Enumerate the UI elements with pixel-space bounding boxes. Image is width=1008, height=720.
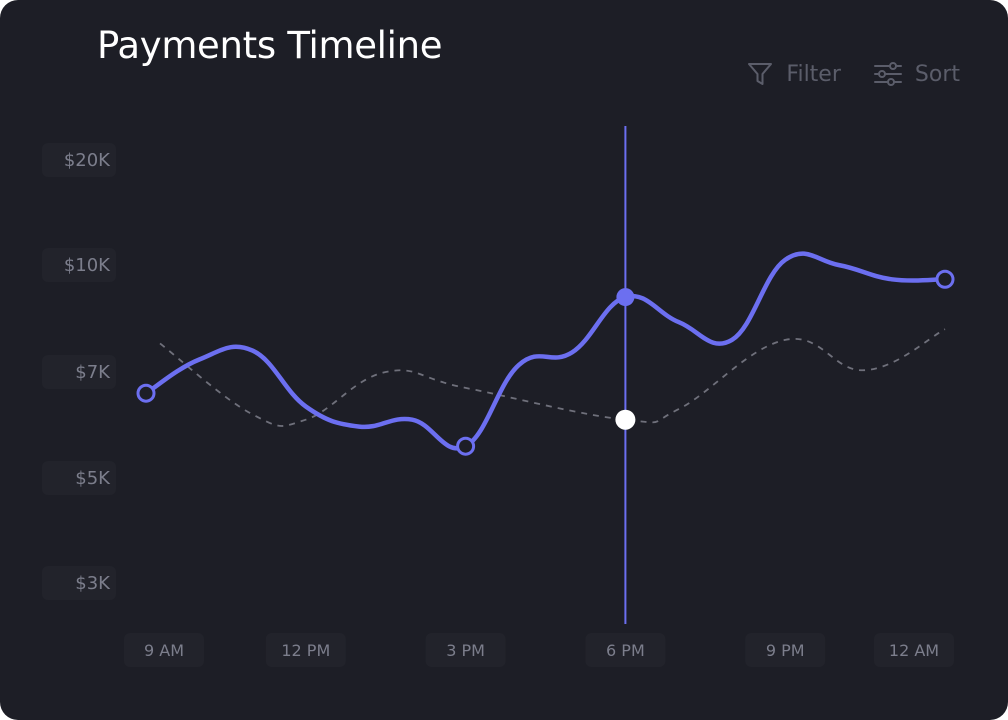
x-tick-label: 9 PM [766, 641, 805, 660]
y-tick-label-bg [42, 355, 116, 389]
filter-icon [746, 60, 774, 88]
x-tick-label-bg [425, 633, 506, 667]
x-tick-label: 3 PM [446, 641, 485, 660]
x-tick-label: 6 PM [606, 641, 645, 660]
y-tick-label: $3K [75, 573, 111, 594]
highlight-primary-point [616, 288, 635, 307]
y-tick-label-bg [42, 461, 116, 495]
y-tick-label: $20K [64, 150, 111, 171]
x-tick-label: 12 PM [281, 641, 330, 660]
x-tick-label-bg [124, 633, 204, 667]
primary-series-line [143, 251, 948, 451]
toolbar: Filter Sort [746, 60, 960, 88]
sort-label: Sort [914, 61, 960, 87]
x-tick-label-bg [585, 633, 666, 667]
sliders-icon [873, 60, 903, 88]
filter-label: Filter [786, 61, 841, 87]
page-title: Payments Timeline [97, 24, 443, 67]
highlight-secondary-point [615, 409, 636, 430]
y-tick-label-bg [42, 143, 116, 177]
series-point-marker [456, 436, 476, 456]
x-tick-label-bg [265, 633, 346, 667]
secondary-series-line [159, 328, 946, 427]
filter-button[interactable]: Filter [746, 60, 841, 88]
x-tick-label: 9 AM [144, 641, 184, 660]
y-tick-label: $7K [75, 362, 111, 383]
y-tick-label: $10K [64, 255, 111, 276]
y-tick-label-bg [42, 248, 116, 282]
sort-button[interactable]: Sort [873, 60, 960, 88]
series-point-marker [935, 269, 955, 289]
y-tick-label: $5K [75, 468, 111, 489]
x-tick-label: 12 AM [889, 641, 939, 660]
x-tick-label-bg [745, 633, 826, 667]
y-tick-label-bg [42, 566, 116, 600]
series-point-marker [136, 383, 156, 403]
x-tick-label-bg [874, 633, 954, 667]
